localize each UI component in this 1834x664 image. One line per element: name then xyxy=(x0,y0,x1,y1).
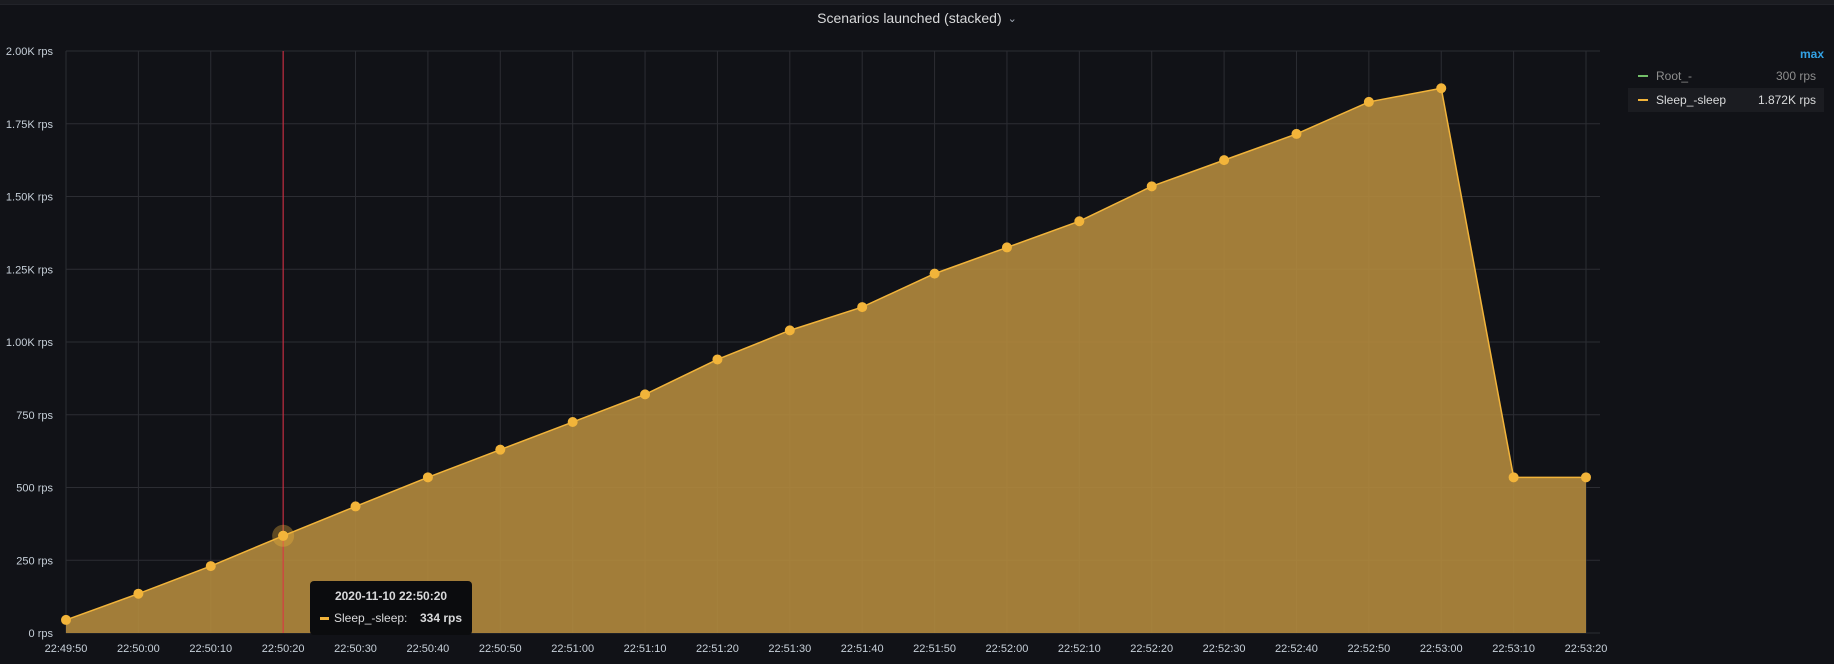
legend-item-root[interactable]: Root_- 300 rps xyxy=(1628,64,1824,88)
legend: max Root_- 300 rps Sleep_-sleep 1.872K r… xyxy=(1628,44,1824,112)
data-point[interactable] xyxy=(1581,472,1591,483)
x-tick-label: 22:52:00 xyxy=(986,643,1029,655)
legend-swatch-sleep xyxy=(1638,99,1648,101)
x-tick-label: 22:51:30 xyxy=(768,643,811,655)
y-tick-label: 1.00K rps xyxy=(6,337,54,349)
tooltip-series-value: 334 rps xyxy=(419,611,462,625)
x-axis-ticks: 22:49:50 22:50:00 22:50:10 22:50:20 22:50:30… xyxy=(45,643,1608,655)
data-point[interactable] xyxy=(422,472,433,483)
y-tick-label: 1.50K rps xyxy=(6,192,54,204)
data-point[interactable] xyxy=(1363,96,1374,107)
x-tick-label: 22:52:20 xyxy=(1130,643,1173,655)
data-point[interactable] xyxy=(133,588,144,599)
tooltip-series-name: Sleep_-sleep: xyxy=(334,611,408,625)
x-tick-label: 22:51:10 xyxy=(624,643,667,655)
x-tick-label: 22:53:10 xyxy=(1492,643,1535,655)
x-tick-label: 22:52:40 xyxy=(1275,643,1318,655)
y-tick-label: 1.75K rps xyxy=(6,119,54,131)
panel-title-text: Scenarios launched (stacked) xyxy=(817,10,1002,26)
x-tick-label: 22:50:20 xyxy=(262,643,305,655)
data-point[interactable] xyxy=(1508,472,1519,483)
legend-item-sleep[interactable]: Sleep_-sleep 1.872K rps xyxy=(1628,88,1824,112)
data-point[interactable] xyxy=(350,501,361,512)
y-tick-label: 0 rps xyxy=(29,628,54,640)
legend-value: 1.872K rps xyxy=(1757,93,1816,107)
data-point[interactable] xyxy=(1001,242,1012,253)
series-line-sleep xyxy=(65,87,1586,621)
tooltip-time: 2020-11-10 22:50:20 xyxy=(334,589,448,603)
legend-label: Sleep_-sleep xyxy=(1656,93,1727,107)
data-point[interactable] xyxy=(567,417,578,428)
x-tick-label: 22:51:40 xyxy=(841,643,884,655)
y-tick-label: 250 rps xyxy=(16,555,53,567)
x-tick-label: 22:53:00 xyxy=(1420,643,1463,655)
panel-title[interactable]: Scenarios launched (stacked) ⌄ xyxy=(0,10,1834,26)
x-tick-label: 22:49:50 xyxy=(45,643,88,655)
legend-value: 300 rps xyxy=(1775,69,1816,83)
x-tick-label: 22:50:00 xyxy=(117,643,160,655)
legend-label: Root_- xyxy=(1656,69,1693,83)
chevron-down-icon[interactable]: ⌄ xyxy=(1007,13,1017,25)
data-point[interactable] xyxy=(640,389,651,400)
x-tick-label: 22:52:10 xyxy=(1058,643,1101,655)
data-point[interactable] xyxy=(1219,155,1230,166)
x-tick-label: 22:50:10 xyxy=(189,643,232,655)
y-tick-label: 1.25K rps xyxy=(6,264,54,276)
x-tick-label: 22:50:30 xyxy=(334,643,377,655)
y-tick-label: 500 rps xyxy=(16,483,53,495)
data-point[interactable] xyxy=(929,268,940,279)
hover-tooltip: 2020-11-10 22:50:20 Sleep_-sleep: 334 rp… xyxy=(310,581,472,635)
top-border xyxy=(0,0,1834,5)
legend-header-max[interactable]: max xyxy=(1799,47,1824,61)
data-point[interactable] xyxy=(1436,83,1447,94)
x-tick-label: 22:51:50 xyxy=(913,643,956,655)
y-axis-ticks: 0 rps 250 rps 500 rps 750 rps 1.00K rps 1.25K… xyxy=(6,46,54,640)
data-point[interactable] xyxy=(205,561,216,572)
series-area-sleep xyxy=(66,88,1586,634)
data-point[interactable] xyxy=(857,302,868,313)
tooltip-swatch xyxy=(320,616,329,620)
x-tick-label: 22:50:40 xyxy=(406,643,449,655)
data-point[interactable] xyxy=(61,614,71,625)
data-point[interactable] xyxy=(712,354,723,365)
hover-point xyxy=(272,524,295,547)
data-point[interactable] xyxy=(1074,216,1085,227)
x-tick-label: 22:51:20 xyxy=(696,643,739,655)
x-tick-label: 22:52:50 xyxy=(1347,643,1390,655)
y-tick-label: 750 rps xyxy=(16,410,53,422)
legend-swatch-root xyxy=(1638,75,1648,77)
y-tick-label: 2.00K rps xyxy=(6,46,54,58)
x-tick-label: 22:51:00 xyxy=(551,643,594,655)
x-tick-label: 22:53:20 xyxy=(1565,643,1608,655)
data-point[interactable] xyxy=(1291,128,1302,139)
x-tick-label: 22:52:30 xyxy=(1203,643,1246,655)
data-point[interactable] xyxy=(495,444,506,455)
data-point[interactable] xyxy=(1146,181,1157,192)
data-point[interactable] xyxy=(784,325,795,336)
hover-point-dot[interactable] xyxy=(278,530,289,541)
x-tick-label: 22:50:50 xyxy=(479,643,522,655)
